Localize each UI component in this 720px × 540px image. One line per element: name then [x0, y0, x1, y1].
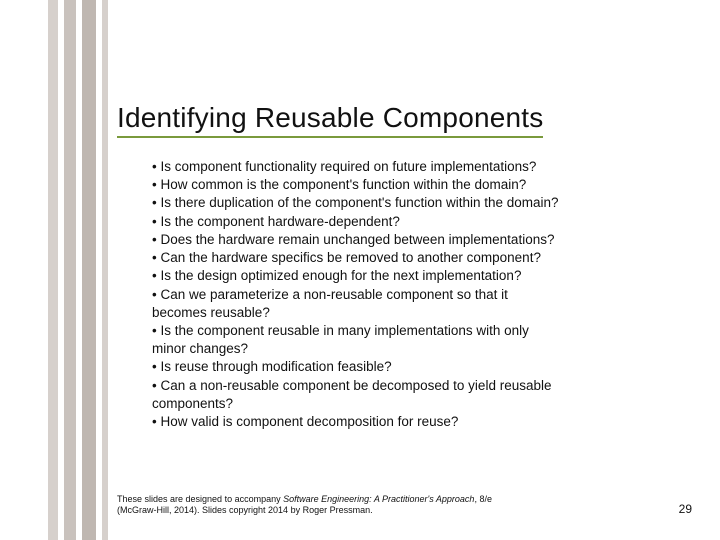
bullet-line: • Is the component hardware-dependent? — [152, 213, 682, 231]
stripe — [64, 0, 76, 540]
bullet-line: • Is there duplication of the component'… — [152, 194, 682, 212]
slide-body: • Is component functionality required on… — [152, 158, 682, 431]
bullet-line: • Does the hardware remain unchanged bet… — [152, 231, 682, 249]
footer-italic: Software Engineering: A Practitioner's A… — [283, 494, 474, 504]
bullet-line: components? — [152, 395, 682, 413]
slide-title: Identifying Reusable Components — [117, 102, 543, 138]
bullet-line: • Is component functionality required on… — [152, 158, 682, 176]
page-number: 29 — [679, 502, 692, 516]
decorative-stripes — [48, 0, 108, 540]
stripe — [82, 0, 96, 540]
bullet-line: minor changes? — [152, 340, 682, 358]
bullet-line: • How common is the component's function… — [152, 176, 682, 194]
bullet-line: • Can the hardware specifics be removed … — [152, 249, 682, 267]
bullet-line: • How valid is component decomposition f… — [152, 413, 682, 431]
footer-prefix: These slides are designed to accompany — [117, 494, 283, 504]
footer-suffix: , 8/e — [474, 494, 492, 504]
bullet-line: • Is the component reusable in many impl… — [152, 322, 682, 340]
bullet-line: • Can we parameterize a non-reusable com… — [152, 286, 682, 304]
bullet-line: • Can a non-reusable component be decomp… — [152, 377, 682, 395]
bullet-line: • Is reuse through modification feasible… — [152, 358, 682, 376]
bullet-line: becomes reusable? — [152, 304, 682, 322]
footer-line2: (McGraw-Hill, 2014). Slides copyright 20… — [117, 505, 373, 515]
bullet-line: • Is the design optimized enough for the… — [152, 267, 682, 285]
slide-footer: These slides are designed to accompany S… — [117, 494, 677, 517]
stripe — [48, 0, 58, 540]
stripe — [102, 0, 108, 540]
